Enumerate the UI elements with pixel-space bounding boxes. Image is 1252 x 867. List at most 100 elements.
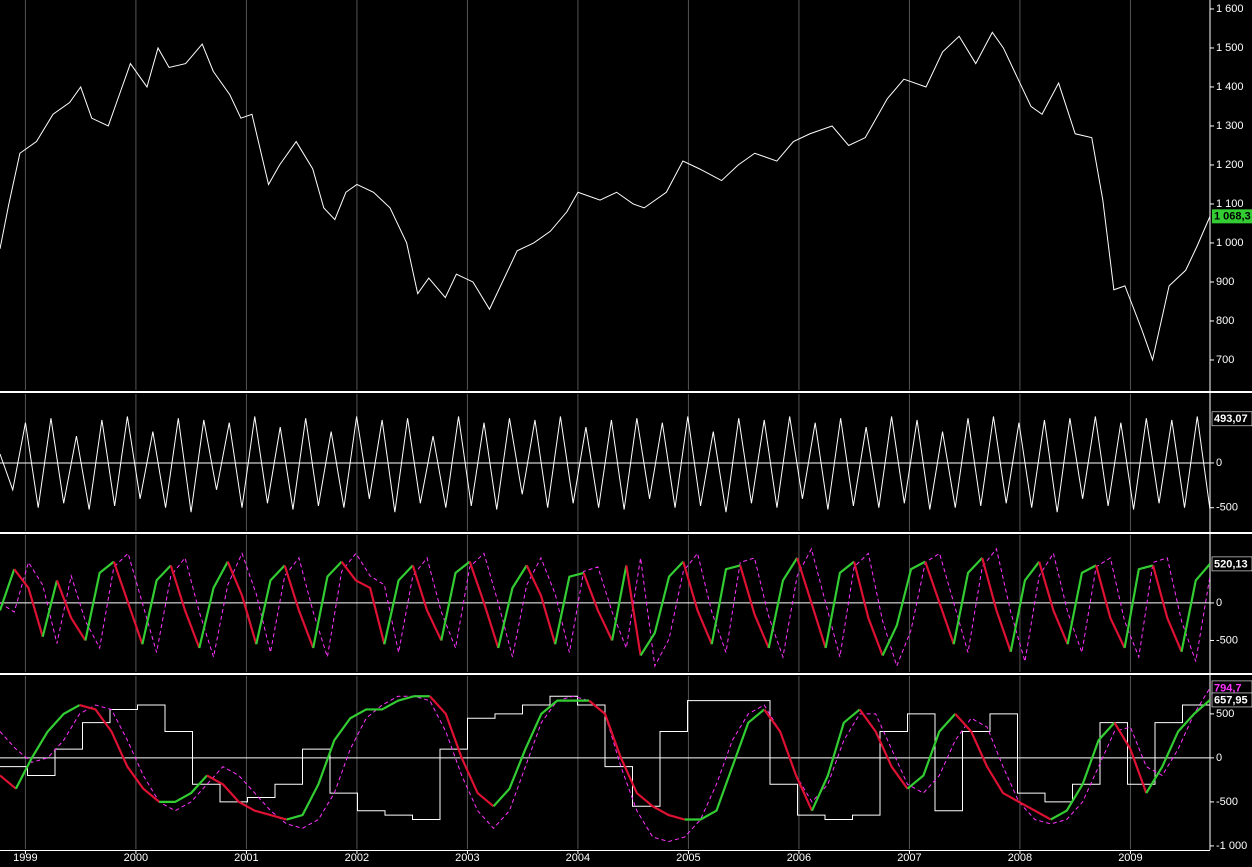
series-line bbox=[206, 774, 287, 821]
x-tick-label: 2001 bbox=[234, 852, 258, 864]
series-line bbox=[1009, 560, 1041, 652]
series-line bbox=[1066, 564, 1097, 645]
series-line bbox=[0, 568, 16, 611]
x-tick-label: 2009 bbox=[1118, 852, 1142, 864]
series-line bbox=[710, 564, 741, 645]
series-line bbox=[1145, 699, 1210, 794]
y-tick-label: 1 200 bbox=[1216, 159, 1244, 171]
series-line bbox=[492, 699, 590, 808]
series-line bbox=[383, 564, 414, 645]
x-tick-label: 2008 bbox=[1008, 852, 1032, 864]
series-line bbox=[906, 713, 957, 790]
series-line bbox=[1151, 565, 1183, 653]
series-line bbox=[682, 561, 713, 645]
series-line bbox=[1050, 721, 1116, 821]
panel bbox=[0, 0, 1210, 390]
x-tick-label: 2005 bbox=[676, 852, 700, 864]
series-line bbox=[525, 564, 557, 645]
y-tick-label: 700 bbox=[1216, 354, 1234, 366]
series-line bbox=[468, 561, 500, 649]
series-line bbox=[0, 687, 1210, 843]
panel bbox=[0, 676, 1210, 849]
series-line bbox=[0, 695, 1210, 821]
series-line bbox=[41, 580, 59, 637]
series-line bbox=[684, 708, 765, 821]
series-line bbox=[810, 708, 861, 812]
series-line bbox=[796, 557, 827, 649]
series-line bbox=[226, 561, 258, 645]
value-marker-label: 794,7 bbox=[1214, 682, 1242, 694]
series-line bbox=[411, 565, 443, 641]
series-line bbox=[924, 561, 955, 645]
y-tick-label: 1 400 bbox=[1216, 81, 1244, 93]
y-tick-label: 1 600 bbox=[1216, 3, 1244, 15]
x-tick-label: 2006 bbox=[787, 852, 811, 864]
series-line bbox=[853, 561, 884, 656]
series-line bbox=[767, 557, 799, 649]
series-line bbox=[283, 565, 315, 649]
series-line bbox=[739, 565, 770, 649]
value-marker-label: 1 068,3 bbox=[1214, 211, 1251, 223]
y-tick-label: 1 100 bbox=[1216, 198, 1244, 210]
y-tick-label: 1 500 bbox=[1216, 42, 1244, 54]
series-line bbox=[588, 699, 685, 821]
y-tick-label: -500 bbox=[1216, 502, 1238, 514]
y-tick-label: 800 bbox=[1216, 315, 1234, 327]
x-tick-label: 2003 bbox=[455, 852, 479, 864]
series-line bbox=[79, 703, 160, 803]
y-tick-label: 1 000 bbox=[1216, 237, 1244, 249]
series-line bbox=[497, 564, 528, 649]
series-line bbox=[554, 571, 584, 645]
x-tick-label: 2002 bbox=[345, 852, 369, 864]
value-marker-label: 520,13 bbox=[1214, 558, 1248, 570]
series-line bbox=[55, 580, 87, 642]
series-line bbox=[639, 560, 685, 657]
x-tick-label: 2004 bbox=[566, 852, 590, 864]
series-line bbox=[255, 564, 286, 645]
series-line bbox=[0, 774, 17, 790]
y-tick-label: 900 bbox=[1216, 276, 1234, 288]
x-tick-label: 2007 bbox=[897, 852, 921, 864]
series-line bbox=[0, 416, 1210, 513]
series-line bbox=[954, 713, 1052, 821]
value-marker bbox=[1211, 411, 1252, 427]
series-line bbox=[0, 31, 1210, 362]
series-line bbox=[198, 561, 229, 649]
value-marker bbox=[1211, 692, 1252, 708]
series-line bbox=[1038, 561, 1069, 645]
series-line bbox=[13, 568, 44, 638]
series-line bbox=[141, 564, 172, 645]
y-tick-label: -1 000 bbox=[1216, 840, 1247, 852]
value-marker-label: 493,07 bbox=[1214, 413, 1248, 425]
series-line bbox=[14, 704, 81, 790]
series-line bbox=[159, 774, 208, 803]
x-tick-label: 1999 bbox=[13, 852, 37, 864]
series-line bbox=[881, 560, 926, 656]
series-line bbox=[84, 560, 115, 641]
series-line bbox=[858, 708, 909, 790]
series-line bbox=[582, 572, 614, 641]
x-tick-label: 2000 bbox=[124, 852, 148, 864]
y-tick-label: -500 bbox=[1216, 796, 1238, 808]
y-tick-label: 1 300 bbox=[1216, 120, 1244, 132]
series-line bbox=[952, 557, 984, 645]
y-tick-label: 500 bbox=[1216, 708, 1234, 720]
series-line bbox=[340, 560, 386, 645]
series-line bbox=[312, 560, 343, 649]
panel bbox=[0, 394, 1210, 531]
series-line bbox=[112, 561, 144, 645]
y-tick-label: 0 bbox=[1216, 457, 1222, 469]
series-line bbox=[981, 557, 1012, 653]
series-line bbox=[1123, 564, 1154, 649]
series-line bbox=[763, 708, 813, 812]
value-marker bbox=[1212, 209, 1252, 224]
value-marker bbox=[1211, 556, 1252, 572]
series-line bbox=[1113, 722, 1148, 794]
series-line bbox=[824, 560, 855, 649]
y-tick-label: 0 bbox=[1216, 597, 1222, 609]
panel bbox=[0, 535, 1210, 672]
y-tick-label: -500 bbox=[1216, 634, 1238, 646]
series-line bbox=[625, 565, 642, 656]
